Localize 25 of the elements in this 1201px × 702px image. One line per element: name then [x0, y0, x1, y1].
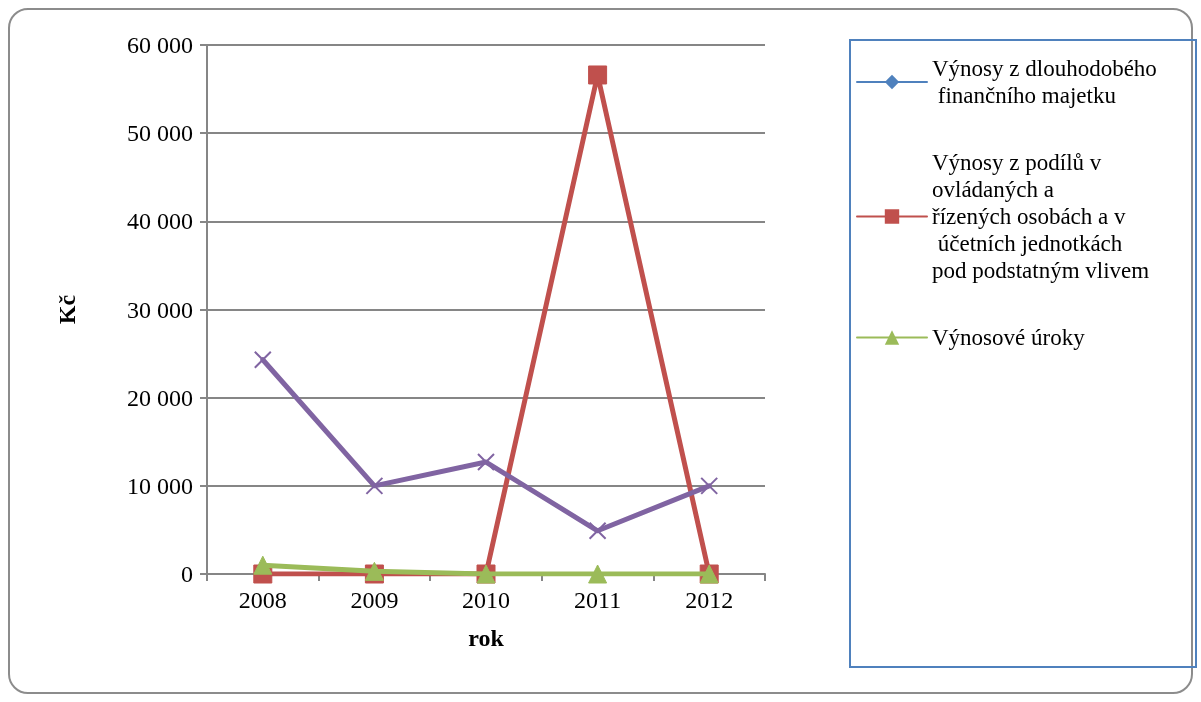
- x-tick-label: 2010: [462, 587, 510, 613]
- point: [253, 350, 272, 369]
- x-axis-title: rok: [468, 625, 505, 651]
- y-tick-label: 30 000: [127, 296, 193, 323]
- point: [365, 476, 384, 495]
- point: [700, 476, 719, 495]
- y-tick-label: 10 000: [127, 472, 193, 499]
- x-tick-label: 2012: [685, 587, 734, 613]
- x-tick-label: 2009: [350, 587, 399, 613]
- y-tick-label: 20 000: [127, 384, 193, 411]
- x-tick-label: 2011: [574, 587, 622, 613]
- y-axis-title: Kč: [54, 294, 80, 325]
- legend-label: Výnosy z podílů v ovládaných a řízených osobách a v účetních jednotkách pod podstatným vlivem: [932, 150, 1150, 283]
- point: [588, 521, 607, 540]
- x-tick-label: 2008: [238, 587, 287, 613]
- point: [477, 453, 495, 472]
- point: [253, 555, 273, 575]
- point: [588, 65, 608, 85]
- legend-label: Výnosy z dlouhodobého finančního majetku: [932, 56, 1157, 108]
- y-tick-label: 50 000: [127, 120, 193, 147]
- y-tick-label: 0: [181, 561, 193, 587]
- point: [588, 564, 608, 584]
- legend-label: Výnosové úroky: [932, 325, 1086, 350]
- y-tick-label: 40 000: [127, 208, 193, 235]
- y-tick-label: 60 000: [127, 32, 193, 58]
